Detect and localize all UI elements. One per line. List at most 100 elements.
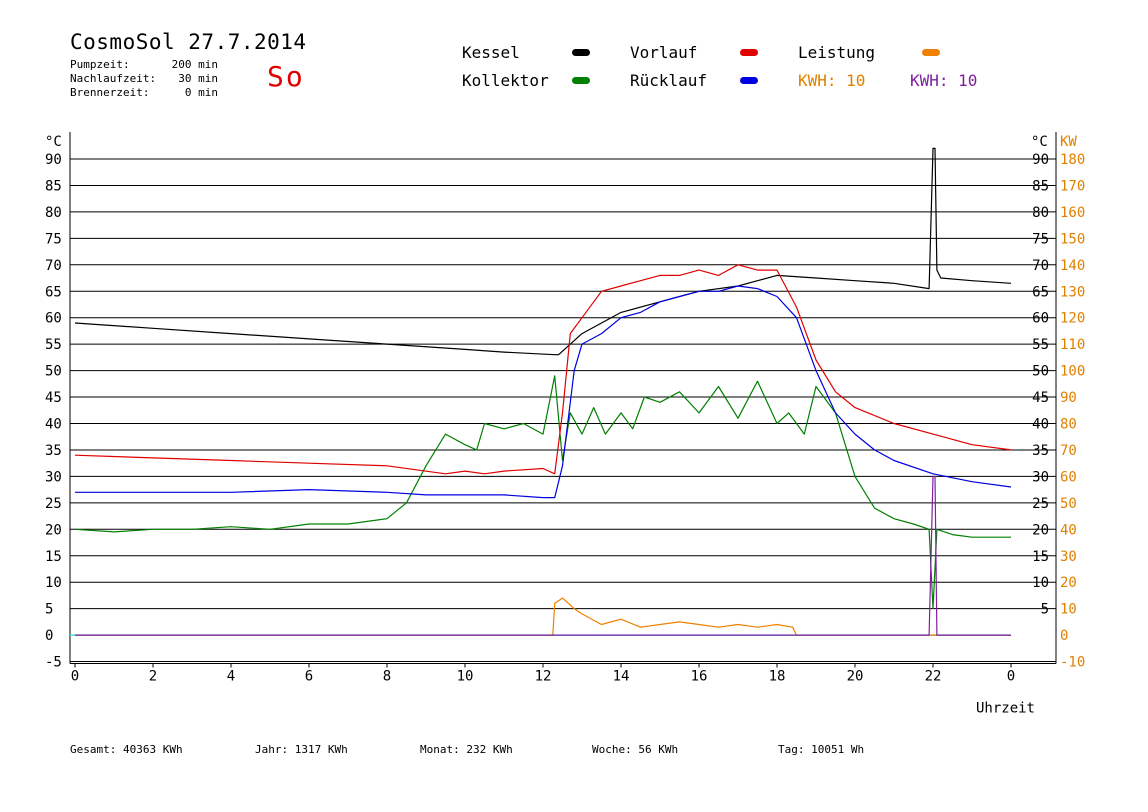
- y-tick-right: 45: [1032, 390, 1049, 406]
- info-pumpzeit: Pumpzeit: 200 min: [70, 58, 218, 71]
- legend-vorlauf-label: Vorlauf: [630, 43, 698, 62]
- series-line-leistung: [75, 597, 1011, 636]
- y-tick-left: -5: [45, 655, 62, 671]
- y-tick-left: 20: [45, 522, 62, 538]
- x-tick-label: 0: [1007, 669, 1015, 685]
- y-tick-power: -10: [1060, 655, 1085, 671]
- y-tick-power: 180: [1060, 152, 1085, 168]
- x-tick-label: 20: [847, 669, 864, 685]
- y-tick-power: 30: [1060, 549, 1077, 565]
- legend-kessel-swatch: [572, 49, 590, 56]
- y-tick-right: 5: [1041, 602, 1049, 618]
- x-tick-label: 12: [535, 669, 552, 685]
- y-tick-power: 120: [1060, 311, 1085, 327]
- legend-kessel-label: Kessel: [462, 43, 520, 62]
- y-tick-left: 15: [45, 549, 62, 565]
- y-tick-left: 5: [45, 602, 53, 618]
- y-tick-power: 70: [1060, 443, 1077, 459]
- y-tick-power: 90: [1060, 390, 1077, 406]
- legend-ruecklauf-label: Rücklauf: [630, 71, 708, 90]
- y-tick-left: 80: [45, 205, 62, 221]
- y-tick-left: 25: [45, 496, 62, 512]
- series-line-rcklauf: [75, 285, 1012, 499]
- x-axis-title: Uhrzeit: [976, 701, 1035, 717]
- y-tick-left: 70: [45, 258, 62, 274]
- y-tick-right: 30: [1032, 469, 1049, 485]
- legend-leistung-label: Leistung: [798, 43, 876, 62]
- y-tick-left: 0: [45, 628, 53, 644]
- y-tick-right: 50: [1032, 364, 1049, 380]
- y-tick-power: 110: [1060, 337, 1085, 353]
- series-line-kollektor: [74, 375, 1011, 610]
- y-unit-power: KW: [1060, 134, 1077, 150]
- info-value: 30 min: [178, 72, 218, 85]
- info-brennerzeit: Brennerzeit: 0 min: [70, 86, 218, 99]
- y-tick-power: 0: [1060, 628, 1068, 644]
- y-tick-right: 65: [1032, 284, 1049, 300]
- y-tick-left: 40: [45, 417, 62, 433]
- x-tick-label: 14: [613, 669, 630, 685]
- y-tick-right: 55: [1032, 337, 1049, 353]
- x-tick-label: 6: [305, 669, 313, 685]
- legend-kwh-purple: KWH: 10: [910, 71, 978, 90]
- y-tick-right: 70: [1032, 258, 1049, 274]
- y-tick-left: 60: [45, 311, 62, 327]
- y-tick-left: 90: [45, 152, 62, 168]
- x-tick-label: 2: [149, 669, 157, 685]
- y-tick-power: 150: [1060, 231, 1085, 247]
- y-tick-power: 40: [1060, 522, 1077, 538]
- y-tick-left: 75: [45, 231, 62, 247]
- x-tick-label: 8: [383, 669, 391, 685]
- y-tick-power: 10: [1060, 602, 1077, 618]
- y-tick-right: 20: [1032, 522, 1049, 538]
- legend-vorlauf-swatch: [740, 49, 758, 56]
- x-tick-label: 10: [457, 669, 474, 685]
- info-label: Pumpzeit:: [70, 58, 130, 71]
- y-tick-left: 50: [45, 364, 62, 380]
- y-tick-right: 10: [1032, 575, 1049, 591]
- y-tick-right: 15: [1032, 549, 1049, 565]
- y-tick-right: 25: [1032, 496, 1049, 512]
- legend-ruecklauf-swatch: [740, 77, 758, 84]
- y-tick-left: 85: [45, 178, 62, 194]
- y-tick-power: 50: [1060, 496, 1077, 512]
- x-tick-label: 0: [71, 669, 79, 685]
- y-tick-right: 75: [1032, 231, 1049, 247]
- y-tick-power: 170: [1060, 178, 1085, 194]
- y-tick-power: 60: [1060, 469, 1077, 485]
- footer-jahr: Jahr: 1317 KWh: [255, 743, 348, 756]
- series-line-kwhline: [75, 475, 1011, 636]
- x-tick-label: 16: [691, 669, 708, 685]
- series-line-vorlauf: [74, 264, 1012, 475]
- y-tick-left: 45: [45, 390, 62, 406]
- legend-kollektor-label: Kollektor: [462, 71, 549, 90]
- footer-gesamt: Gesamt: 40363 KWh: [70, 743, 183, 756]
- legend-kollektor-swatch: [572, 77, 590, 84]
- y-tick-power: 20: [1060, 575, 1077, 591]
- info-label: Nachlaufzeit:: [70, 72, 157, 85]
- info-value: 0 min: [184, 86, 218, 99]
- info-nachlaufzeit: Nachlaufzeit: 30 min: [70, 72, 218, 85]
- y-tick-power: 140: [1060, 258, 1085, 274]
- y-tick-left: 55: [45, 337, 62, 353]
- series-line-kessel: [74, 147, 1012, 356]
- weekday-label: So: [267, 60, 305, 93]
- page-title: CosmoSol 27.7.2014: [70, 30, 307, 54]
- y-tick-right: 60: [1032, 311, 1049, 327]
- y-tick-power: 100: [1060, 364, 1085, 380]
- legend-kwh-orange: KWH: 10: [798, 71, 866, 90]
- y-tick-right: 85: [1032, 178, 1049, 194]
- footer-woche: Woche: 56 KWh: [592, 743, 679, 756]
- info-label: Brennerzeit:: [70, 86, 150, 99]
- y-tick-right: 80: [1032, 205, 1049, 221]
- footer-tag: Tag: 10051 Wh: [778, 743, 865, 756]
- y-tick-left: 35: [45, 443, 62, 459]
- x-tick-label: 18: [769, 669, 786, 685]
- y-tick-left: 10: [45, 575, 62, 591]
- x-tick-label: 4: [227, 669, 235, 685]
- legend-leistung-swatch: [922, 49, 940, 56]
- y-tick-left: 65: [45, 284, 62, 300]
- x-tick-label: 22: [925, 669, 942, 685]
- y-tick-right: 40: [1032, 417, 1049, 433]
